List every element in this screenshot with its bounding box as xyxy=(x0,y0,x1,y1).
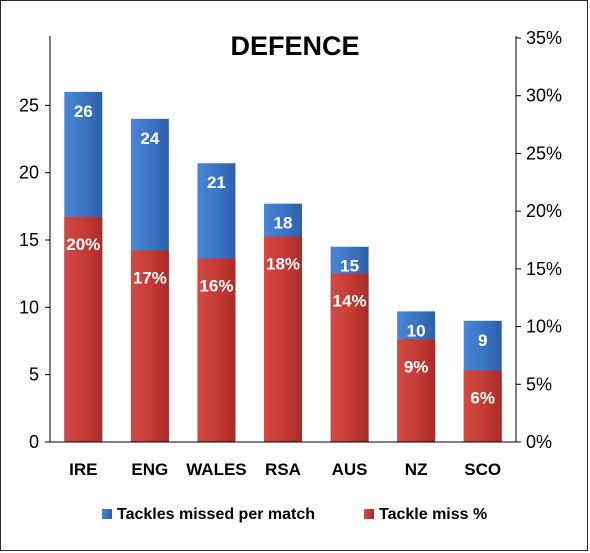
data-label-tackle-miss-pct-wales: 16% xyxy=(199,276,233,295)
labels-group: 26 20% IRE 24 17% ENG 21 16% WALES 18 18% RSA 15 14% A… xyxy=(66,102,501,479)
left-axis-tick-label: 10 xyxy=(19,297,39,317)
category-label-ire: IRE xyxy=(69,460,97,479)
category-label-wales: WALES xyxy=(186,460,246,479)
right-axis-tick-label: 0% xyxy=(526,432,552,452)
data-label-tackle-miss-pct-nz: 9% xyxy=(404,357,429,376)
bar-tackle-miss-pct-ire xyxy=(64,216,103,442)
bar-tackle-miss-pct-rsa xyxy=(264,236,302,442)
bar-tackle-miss-pct-nz xyxy=(397,339,436,442)
right-axis-tick-label: 35% xyxy=(526,28,562,48)
bar-tackle-miss-pct-wales xyxy=(197,258,236,442)
right-axis-tick-label: 15% xyxy=(526,259,562,279)
data-label-tackles-missed-nz: 10 xyxy=(407,321,426,340)
left-axis-tick-label: 5 xyxy=(29,365,39,385)
axes-group: 0 5 10 15 20 25 0% 5% 10% 15% 20% 25% 30% 35% xyxy=(19,28,562,452)
category-label-nz: NZ xyxy=(405,460,428,479)
category-label-rsa: RSA xyxy=(265,460,301,479)
category-label-aus: AUS xyxy=(332,460,368,479)
legend-label-tackle-miss-pct: Tackle miss % xyxy=(379,506,487,523)
data-label-tackles-missed-eng: 24 xyxy=(140,129,159,148)
data-label-tackle-miss-pct-aus: 14% xyxy=(333,291,367,310)
right-axis-tick-label: 25% xyxy=(526,143,562,163)
data-label-tackles-missed-rsa: 18 xyxy=(274,214,293,233)
right-axis-tick-label: 30% xyxy=(526,86,562,106)
bar-tackle-miss-pct-aus xyxy=(330,273,369,442)
left-axis-tick-label: 25 xyxy=(19,95,39,115)
data-label-tackle-miss-pct-ire: 20% xyxy=(66,235,100,254)
right-axis-tick-label: 20% xyxy=(526,201,562,221)
right-axis-tick-label: 10% xyxy=(526,317,562,337)
right-axis-tick-label: 5% xyxy=(526,374,552,394)
category-label-eng: ENG xyxy=(131,460,168,479)
left-axis-tick-label: 0 xyxy=(29,432,39,452)
legend-swatch-tackle-miss-pct xyxy=(364,509,374,519)
legend-label-tackles-missed: Tackles missed per match xyxy=(117,506,315,523)
left-axis-tick-label: 20 xyxy=(19,163,39,183)
chart-title: DEFENCE xyxy=(230,31,359,61)
data-label-tackles-missed-sco: 9 xyxy=(478,331,487,350)
bar-tackle-miss-pct-eng xyxy=(130,250,169,442)
legend-swatch-tackles-missed xyxy=(102,509,112,519)
data-label-tackle-miss-pct-eng: 17% xyxy=(133,268,167,287)
legend: Tackles missed per match Tackle miss % xyxy=(102,506,487,523)
data-label-tackle-miss-pct-sco: 6% xyxy=(470,388,495,407)
data-label-tackles-missed-ire: 26 xyxy=(74,102,93,121)
data-label-tackle-miss-pct-rsa: 18% xyxy=(266,255,300,274)
data-label-tackles-missed-wales: 21 xyxy=(207,173,226,192)
data-label-tackles-missed-aus: 15 xyxy=(340,257,359,276)
bar-tackle-miss-pct-sco xyxy=(463,370,502,442)
left-axis-tick-label: 15 xyxy=(19,230,39,250)
category-label-sco: SCO xyxy=(464,460,501,479)
bars-group xyxy=(64,91,502,443)
